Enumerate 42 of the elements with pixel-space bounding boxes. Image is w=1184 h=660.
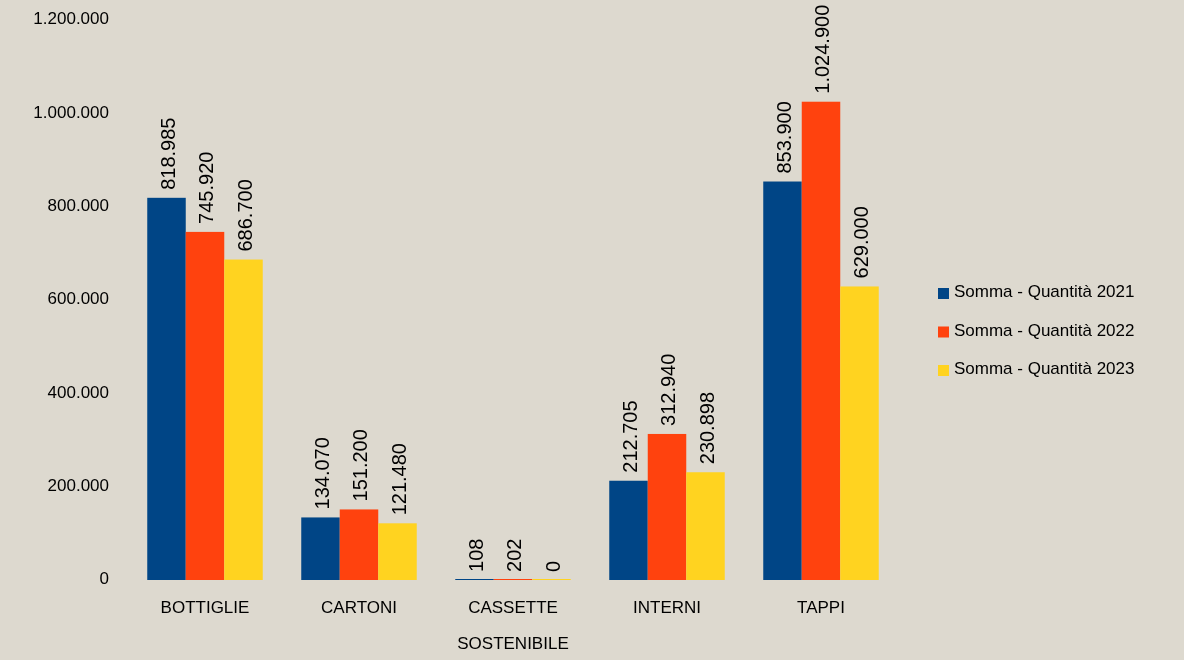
bar	[185, 231, 225, 580]
data-label: 818.985	[156, 117, 179, 190]
y-tick-label: 800.000	[47, 196, 109, 216]
legend-label: Somma - Quantità 2021	[954, 282, 1135, 302]
bar	[378, 523, 417, 580]
x-tick-label: CASSETTE SOSTENIBILE	[457, 598, 569, 653]
bar	[840, 286, 879, 580]
data-label: 212.705	[618, 400, 641, 473]
legend-label: Somma - Quantità 2022	[954, 320, 1135, 340]
bar	[647, 433, 687, 580]
bar	[224, 259, 263, 580]
y-tick-label: 600.000	[47, 289, 109, 309]
data-label: 134.070	[310, 437, 333, 510]
bar	[339, 509, 379, 580]
bar	[147, 197, 186, 580]
data-label: 230.898	[695, 391, 718, 465]
data-label: 312.940	[657, 353, 679, 426]
y-tick-label: 0	[99, 569, 109, 589]
legend-label: Somma - Quantità 2023	[954, 359, 1135, 379]
y-tick-label: 400.000	[47, 382, 109, 402]
data-label: 745.920	[195, 151, 217, 224]
y-tick-label: 1.200.000	[33, 9, 109, 29]
data-label: 151.200	[349, 429, 371, 502]
data-label: 108	[464, 538, 487, 572]
x-tick-label: INTERNI	[633, 598, 701, 617]
y-tick-label: 200.000	[47, 476, 109, 496]
bar	[763, 181, 802, 580]
data-label: 629.000	[849, 206, 872, 279]
data-label: 1.024.900	[811, 4, 833, 94]
data-label: 0	[541, 560, 564, 572]
x-tick-label: CARTONI	[321, 598, 397, 617]
y-tick-label: 1.000.000	[33, 102, 109, 122]
bar	[686, 472, 725, 580]
bar	[801, 101, 841, 580]
bar	[301, 517, 340, 580]
data-label: 853.900	[772, 101, 795, 174]
data-label: 121.480	[387, 443, 410, 516]
bar	[609, 480, 648, 580]
data-label: 202	[503, 538, 525, 572]
x-tick-label: BOTTIGLIE	[160, 598, 250, 617]
data-label: 686.700	[233, 179, 256, 252]
x-tick-label: TAPPI	[797, 598, 845, 617]
